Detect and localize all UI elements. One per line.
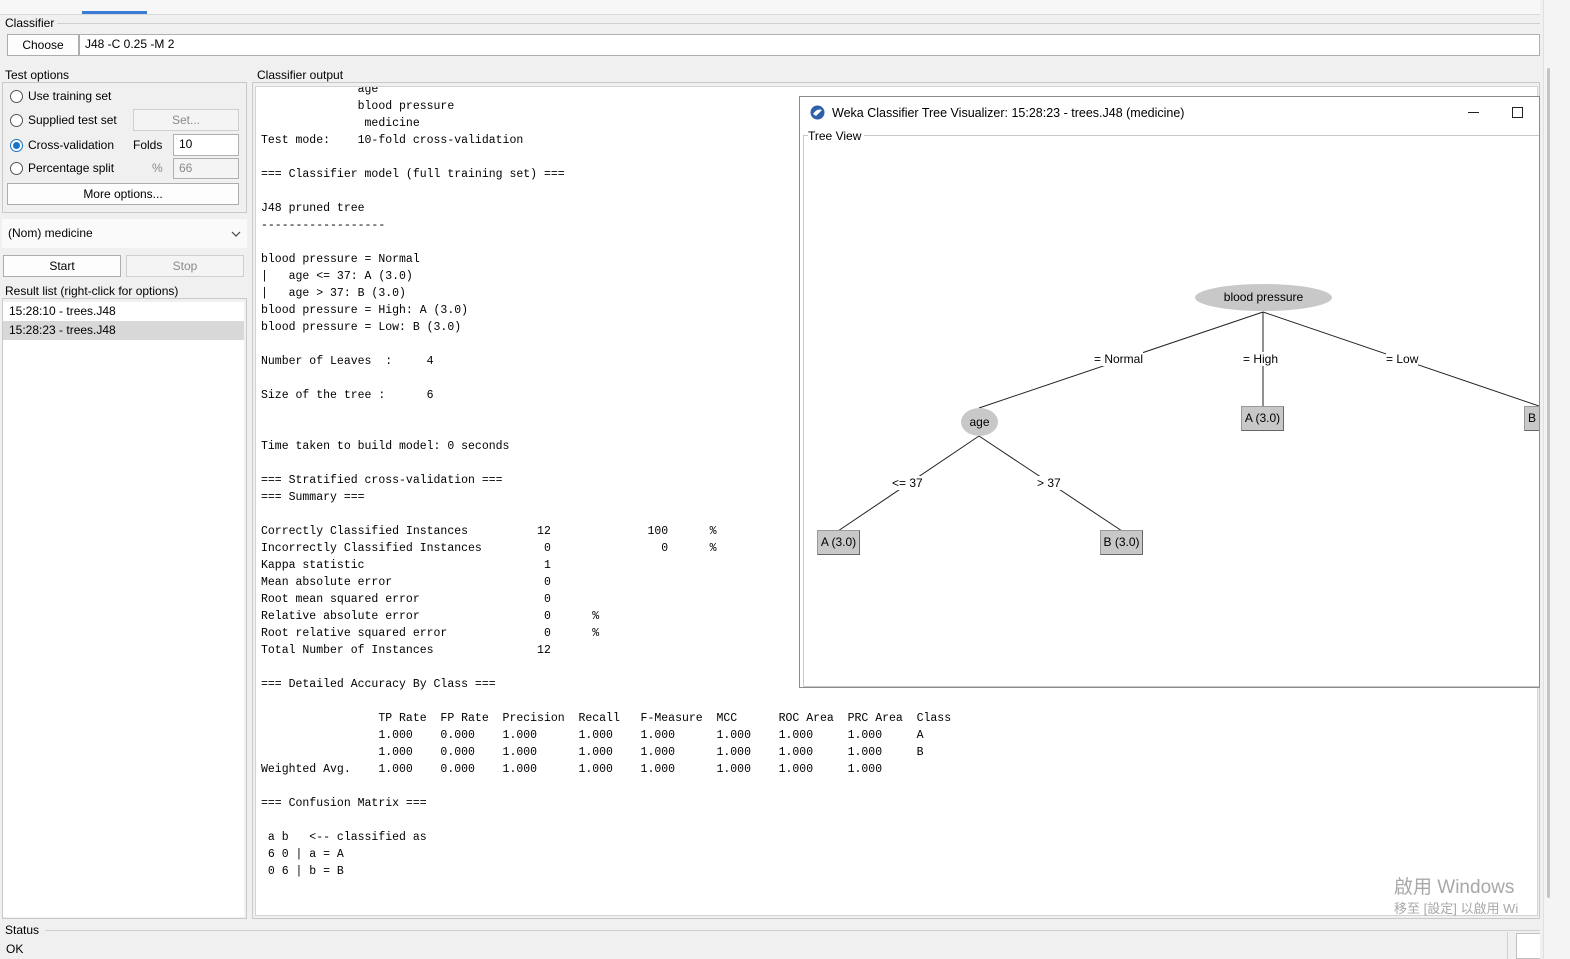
classifier-command-field[interactable]: J48 -C 0.25 -M 2 — [79, 34, 1540, 56]
test-options-panel — [2, 82, 247, 213]
status-divider — [45, 930, 1540, 931]
tree-leaf-age-le37[interactable]: A (3.0) — [817, 530, 860, 555]
status-text: OK — [6, 942, 24, 956]
tree-node-age[interactable]: age — [961, 408, 998, 436]
scrollbar-thumb[interactable] — [1547, 68, 1550, 898]
set-button[interactable]: Set... — [133, 109, 239, 131]
tree-leaf-high[interactable]: A (3.0) — [1241, 406, 1284, 431]
tree-node-blood-pressure[interactable]: blood pressure — [1195, 284, 1332, 311]
tree-edges — [837, 311, 1539, 532]
result-list-label: Result list (right-click for options) — [5, 284, 182, 298]
watermark-line2: 移至 [設定] 以啟用 Wi — [1394, 901, 1519, 916]
visualizer-title: Weka Classifier Tree Visualizer: 15:28:2… — [832, 106, 1185, 120]
classifier-output-label: Classifier output — [257, 68, 347, 82]
tree-visualizer-window: Weka Classifier Tree Visualizer: 15:28:2… — [799, 96, 1540, 688]
more-options-button[interactable]: More options... — [7, 183, 239, 205]
cross-validation-label[interactable]: Cross-validation — [28, 138, 115, 152]
start-button[interactable]: Start — [3, 255, 121, 277]
use-training-set-label[interactable]: Use training set — [28, 89, 112, 103]
supplied-test-set-radio[interactable] — [10, 114, 23, 127]
windows-activation-watermark: 啟用 Windows 移至 [設定] 以啟用 Wi — [1394, 876, 1540, 918]
log-button[interactable] — [1516, 933, 1540, 959]
top-tab-strip — [0, 0, 1540, 15]
tree-view-frame: = Normal = High = Low <= 37 > 37 blood p… — [803, 135, 1539, 687]
use-training-set-radio[interactable] — [10, 90, 23, 103]
percentage-input[interactable]: 66 — [173, 158, 239, 179]
stop-button[interactable]: Stop — [126, 255, 244, 277]
tree-leaf-age-gt37[interactable]: B (3.0) — [1100, 530, 1143, 555]
supplied-test-set-label[interactable]: Supplied test set — [28, 113, 117, 127]
classifier-divider — [57, 23, 1540, 24]
class-attribute-value: (Nom) medicine — [8, 226, 93, 240]
percentage-split-radio[interactable] — [10, 162, 23, 175]
cross-validation-radio[interactable] — [10, 139, 23, 152]
test-options-label: Test options — [5, 68, 73, 82]
classifier-section-label: Classifier — [5, 16, 55, 30]
weka-bird-icon — [810, 105, 825, 123]
percent-symbol: % — [152, 161, 163, 175]
chevron-down-icon — [231, 227, 241, 241]
result-list-item-selected[interactable]: 15:28:23 - trees.J48 — [3, 321, 244, 340]
tree-view-label: Tree View — [808, 129, 865, 143]
percentage-split-label[interactable]: Percentage split — [28, 161, 115, 175]
status-section-label: Status — [5, 923, 40, 937]
status-right-divider — [1507, 932, 1508, 959]
folds-input[interactable]: 10 — [173, 134, 239, 156]
folds-label: Folds — [133, 138, 163, 152]
maximize-icon[interactable] — [1512, 107, 1523, 118]
edge-label-le37: <= 37 — [892, 476, 923, 490]
tree-leaf-low[interactable]: B — [1524, 406, 1539, 431]
edge-label-normal: = Normal — [1094, 352, 1144, 366]
vertical-scrollbar[interactable] — [1543, 0, 1570, 959]
minimize-icon[interactable] — [1468, 112, 1479, 113]
edge-label-low: = Low — [1386, 352, 1419, 366]
edge-label-high: = High — [1243, 352, 1279, 366]
class-attribute-select[interactable]: (Nom) medicine — [2, 219, 247, 248]
active-tab-indicator[interactable] — [82, 11, 147, 14]
choose-button[interactable]: Choose — [7, 34, 79, 56]
visualizer-titlebar[interactable]: Weka Classifier Tree Visualizer: 15:28:2… — [800, 97, 1539, 128]
result-list-box: 15:28:10 - trees.J48 15:28:23 - trees.J4… — [3, 302, 244, 917]
result-list-item[interactable]: 15:28:10 - trees.J48 — [9, 304, 116, 318]
watermark-line1: 啟用 Windows — [1394, 877, 1515, 898]
edge-label-gt37: > 37 — [1037, 476, 1061, 490]
classifier-output-text: age blood pressure medicine Test mode: 1… — [261, 86, 952, 878]
result-list-panel — [2, 298, 247, 919]
